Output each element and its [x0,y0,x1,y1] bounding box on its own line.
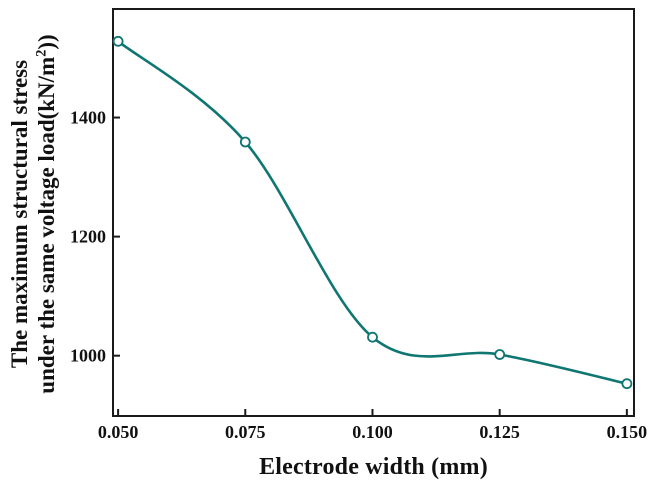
y-axis-label-line1: The maximum structural stress [7,59,32,369]
x-tick-label: 0.075 [225,422,266,442]
axis-ticks [113,116,628,416]
y-axis-label-line2-close: )) [34,34,59,50]
y-axis-label-line2: under the same voltage load(kN/m2)) [33,4,60,424]
x-tick-label: 0.150 [607,422,648,442]
x-tick-label: 0.050 [98,422,139,442]
x-axis-label: Electrode width (mm) [259,454,488,480]
data-point-marker [367,331,378,343]
data-point-marker [621,378,633,390]
plot-frame [112,8,635,417]
axis-tick-labels: 0.050 0.075 0.100 0.125 0.150 1000 1200 1400 [70,108,647,442]
data-point-marker [494,349,506,360]
y-axis-label: The maximum structural stress under the … [6,4,62,424]
y-tick-label: 1400 [70,108,106,128]
y-axis-label-line2-text: under the same voltage load(kN/m [34,56,59,394]
data-point-marker [112,35,124,47]
data-point-marker [239,136,251,148]
y-axis-label-superscript: 2 [33,49,50,57]
series-line [116,40,629,385]
series-markers [112,35,633,390]
x-tick-label: 0.100 [352,422,393,442]
y-tick-label: 1000 [70,346,106,366]
x-tick-label: 0.125 [479,422,520,442]
y-tick-label: 1200 [70,227,106,247]
